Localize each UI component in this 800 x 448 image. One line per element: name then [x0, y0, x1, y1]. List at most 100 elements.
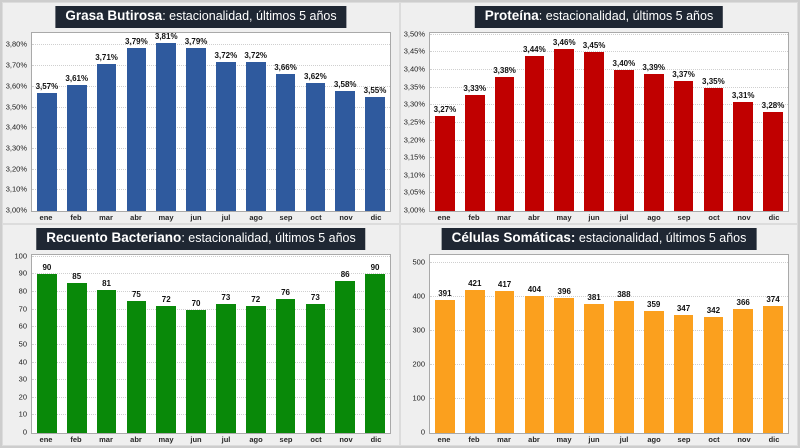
gridline: [32, 361, 390, 363]
y-tick-label: 3,35%: [403, 82, 425, 92]
x-tick-label: dic: [370, 213, 382, 222]
value-label: 72: [161, 295, 171, 305]
x-tick-label: abr: [130, 213, 142, 222]
chart-title: Recuento Bacteriano: estacionalidad, últ…: [36, 228, 366, 250]
bar: [245, 61, 266, 211]
x-tick-label: ene: [437, 213, 451, 222]
chart-title-bold: Proteína: [484, 8, 539, 23]
bar: [614, 70, 634, 211]
value-label: 3,79%: [125, 36, 148, 46]
value-label: 3,45%: [582, 41, 606, 51]
bar-slot: 3,33%: [460, 33, 490, 211]
x-tick-label: oct: [708, 435, 720, 444]
bar-slot: 81: [92, 255, 122, 433]
bar: [435, 115, 455, 211]
value-label: 3,39%: [642, 62, 666, 72]
x-tick-label: jun: [588, 213, 600, 222]
y-tick-label: 500: [412, 257, 425, 267]
bar-slot: 388: [609, 255, 639, 433]
value-label: 86: [340, 270, 350, 280]
bar: [186, 47, 206, 211]
bar-slot: 85: [62, 255, 92, 433]
y-tick-label: 3,20%: [403, 135, 425, 145]
value-label: 3,61%: [65, 73, 89, 83]
value-label: 3,31%: [731, 90, 755, 100]
bar: [275, 299, 296, 433]
bar: [464, 290, 485, 433]
bar-slot: 3,39%: [639, 33, 669, 211]
x-tick-label: nov: [339, 435, 353, 444]
bar-slot: 3,81%: [151, 32, 181, 211]
value-label: 3,37%: [672, 69, 695, 79]
gridline: [430, 296, 788, 298]
bar-slot: 75: [121, 255, 151, 433]
x-tick-label: sep: [677, 213, 691, 222]
gridline: [430, 398, 788, 400]
value-label: 396: [557, 287, 571, 297]
gridline: [430, 104, 788, 106]
gridline: [32, 147, 390, 149]
value-label: 3,79%: [184, 36, 208, 46]
value-label: 3,44%: [523, 44, 546, 54]
bar: [584, 303, 604, 433]
bar: [96, 64, 117, 211]
y-tick-label: 10: [18, 409, 27, 419]
bar-slot: 86: [330, 255, 360, 433]
y-tick-label: 400: [412, 291, 425, 301]
x-tick-label: abr: [130, 435, 142, 444]
value-label: 391: [438, 289, 452, 299]
y-axis: 0 100 200 300 400 500: [401, 254, 427, 437]
y-tick-label: 0: [22, 427, 27, 437]
x-tick-label: jul: [221, 213, 231, 222]
bar: [554, 48, 575, 211]
bar: [275, 74, 296, 211]
plot-area: 3,27% 3,33% 3,38% 3,44% 3,46% 3,45% 3,40% 3,39%…: [429, 32, 789, 212]
gridline: [32, 414, 390, 416]
x-tick-label: nov: [339, 213, 353, 222]
bar: [524, 295, 545, 433]
value-label: 90: [42, 263, 52, 273]
bar: [763, 112, 783, 211]
gridline: [430, 262, 788, 264]
x-tick-label: mar: [99, 435, 113, 444]
bar: [643, 311, 664, 433]
x-tick-label: jul: [619, 213, 629, 222]
x-tick-label: feb: [70, 213, 82, 222]
bar: [37, 93, 57, 211]
x-tick-label: ago: [647, 435, 661, 444]
value-label: 70: [191, 298, 201, 308]
x-tick-label: jun: [190, 213, 202, 222]
bar-slot: 3,40%: [609, 33, 639, 211]
bar: [554, 298, 575, 433]
gridline: [32, 189, 390, 191]
y-tick-label: 3,00%: [5, 205, 27, 215]
bar-slot: 3,44%: [519, 33, 549, 211]
gridline: [430, 174, 788, 176]
y-tick-label: 100: [412, 393, 425, 403]
y-tick-label: 80: [18, 286, 27, 296]
chart-title-rest: : estacionalidad, últimos 5 años: [162, 9, 337, 23]
bar-slot: 3,28%: [758, 33, 788, 211]
value-label: 73: [310, 293, 320, 303]
x-axis: ene feb mar abr may jun jul ago sep oct nov dic: [429, 435, 789, 444]
y-tick-label: 300: [412, 325, 425, 335]
value-label: 3,72%: [244, 50, 268, 60]
bar-slot: 404: [519, 255, 549, 433]
chart-title: Células Somáticas: estacionalidad, últim…: [441, 228, 757, 250]
bar: [673, 315, 694, 433]
bar-slot: 3,55%: [360, 33, 390, 211]
y-tick-label: 3,05%: [403, 187, 425, 197]
y-tick-label: 200: [412, 359, 425, 369]
bar: [245, 306, 266, 433]
value-label: 3,33%: [463, 83, 487, 93]
bar: [464, 94, 485, 211]
gridline: [32, 85, 390, 87]
value-label: 3,27%: [433, 104, 457, 114]
value-label: 73: [221, 293, 231, 303]
gridline: [430, 157, 788, 159]
bar-slot: 3,45%: [579, 33, 609, 211]
bar-slot: 90: [360, 255, 390, 433]
x-tick-label: feb: [468, 213, 480, 222]
x-tick-label: may: [556, 213, 572, 222]
bar: [494, 291, 515, 433]
